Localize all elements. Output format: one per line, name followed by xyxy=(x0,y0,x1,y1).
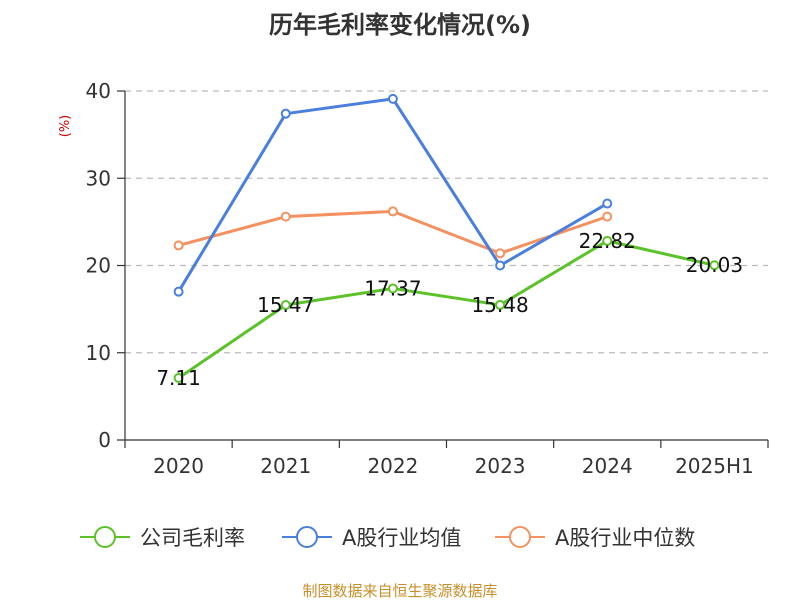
data-label-4: 22.82 xyxy=(579,229,636,253)
x-tick-label-2020: 2020 xyxy=(153,454,204,478)
series-line-1 xyxy=(177,97,609,293)
x-tick-label-2024: 2024 xyxy=(582,454,633,478)
legend[interactable]: 公司毛利率 A股行业均值 A股行业中位数 xyxy=(80,526,695,550)
data-point-s2-2[interactable] xyxy=(387,206,398,217)
series-line-0 xyxy=(177,239,715,380)
data-label-3: 15.48 xyxy=(471,293,528,317)
data-label-1: 15.47 xyxy=(257,293,314,317)
x-tick-label-2021: 2021 xyxy=(260,454,311,478)
data-point-s0-1[interactable] xyxy=(280,300,291,311)
data-point-s0-3[interactable] xyxy=(495,299,506,310)
data-label-5: 20.03 xyxy=(686,253,743,277)
legend-label-0: 公司毛利率 xyxy=(140,526,245,550)
data-point-s2-3[interactable] xyxy=(495,248,506,259)
data-point-s1-3[interactable] xyxy=(495,260,506,271)
data-point-s2-0[interactable] xyxy=(173,240,184,251)
y-tick-label-30: 30 xyxy=(86,166,111,190)
series-line-2 xyxy=(178,209,608,255)
axis-layer: 0 10 20 30 40 2020 2021 2022 2023 2024 2025H1 xyxy=(86,79,769,478)
x-tick-label-2023: 2023 xyxy=(475,454,526,478)
x-tick-label-2025H1: 2025H1 xyxy=(675,454,754,478)
data-point-s1-1[interactable] xyxy=(280,108,291,119)
data-label-layer: 7.11 15.47 17.37 15.48 22.82 20.03 xyxy=(156,229,743,390)
data-point-s1-0[interactable] xyxy=(173,286,184,297)
legend-item-0[interactable]: 公司毛利率 xyxy=(80,526,245,550)
data-point-s0-4[interactable] xyxy=(602,235,613,246)
source-note: 制图数据来自恒生聚源数据库 xyxy=(302,582,497,600)
data-point-s0-2[interactable] xyxy=(387,283,398,294)
legend-marker-0 xyxy=(94,526,116,548)
chart-title: 历年毛利率变化情况(%) xyxy=(269,11,531,39)
y-tick-label-10: 10 xyxy=(86,341,111,365)
legend-marker-1 xyxy=(296,526,318,548)
series-layer xyxy=(173,93,720,383)
y-tick-label-40: 40 xyxy=(86,79,111,103)
data-point-s2-4[interactable] xyxy=(602,211,613,222)
data-point-s1-4[interactable] xyxy=(602,198,613,209)
y-axis-label: (%) xyxy=(58,115,73,138)
data-point-s0-0[interactable] xyxy=(173,372,184,383)
y-tick-label-0: 0 xyxy=(98,428,111,452)
data-point-s0-5[interactable] xyxy=(709,260,720,271)
data-label-2: 17.37 xyxy=(364,276,421,300)
data-point-s1-2[interactable] xyxy=(387,93,398,104)
legend-label-2: A股行业中位数 xyxy=(555,526,695,550)
grid-layer xyxy=(125,90,768,354)
data-point-s2-1[interactable] xyxy=(280,211,291,222)
y-tick-label-20: 20 xyxy=(86,254,111,278)
data-label-0: 7.11 xyxy=(156,366,201,390)
x-tick-label-2022: 2022 xyxy=(367,454,418,478)
legend-item-1[interactable]: A股行业均值 xyxy=(282,526,461,550)
legend-item-2[interactable]: A股行业中位数 xyxy=(495,526,695,550)
legend-marker-2 xyxy=(509,526,531,548)
legend-label-1: A股行业均值 xyxy=(342,526,461,550)
